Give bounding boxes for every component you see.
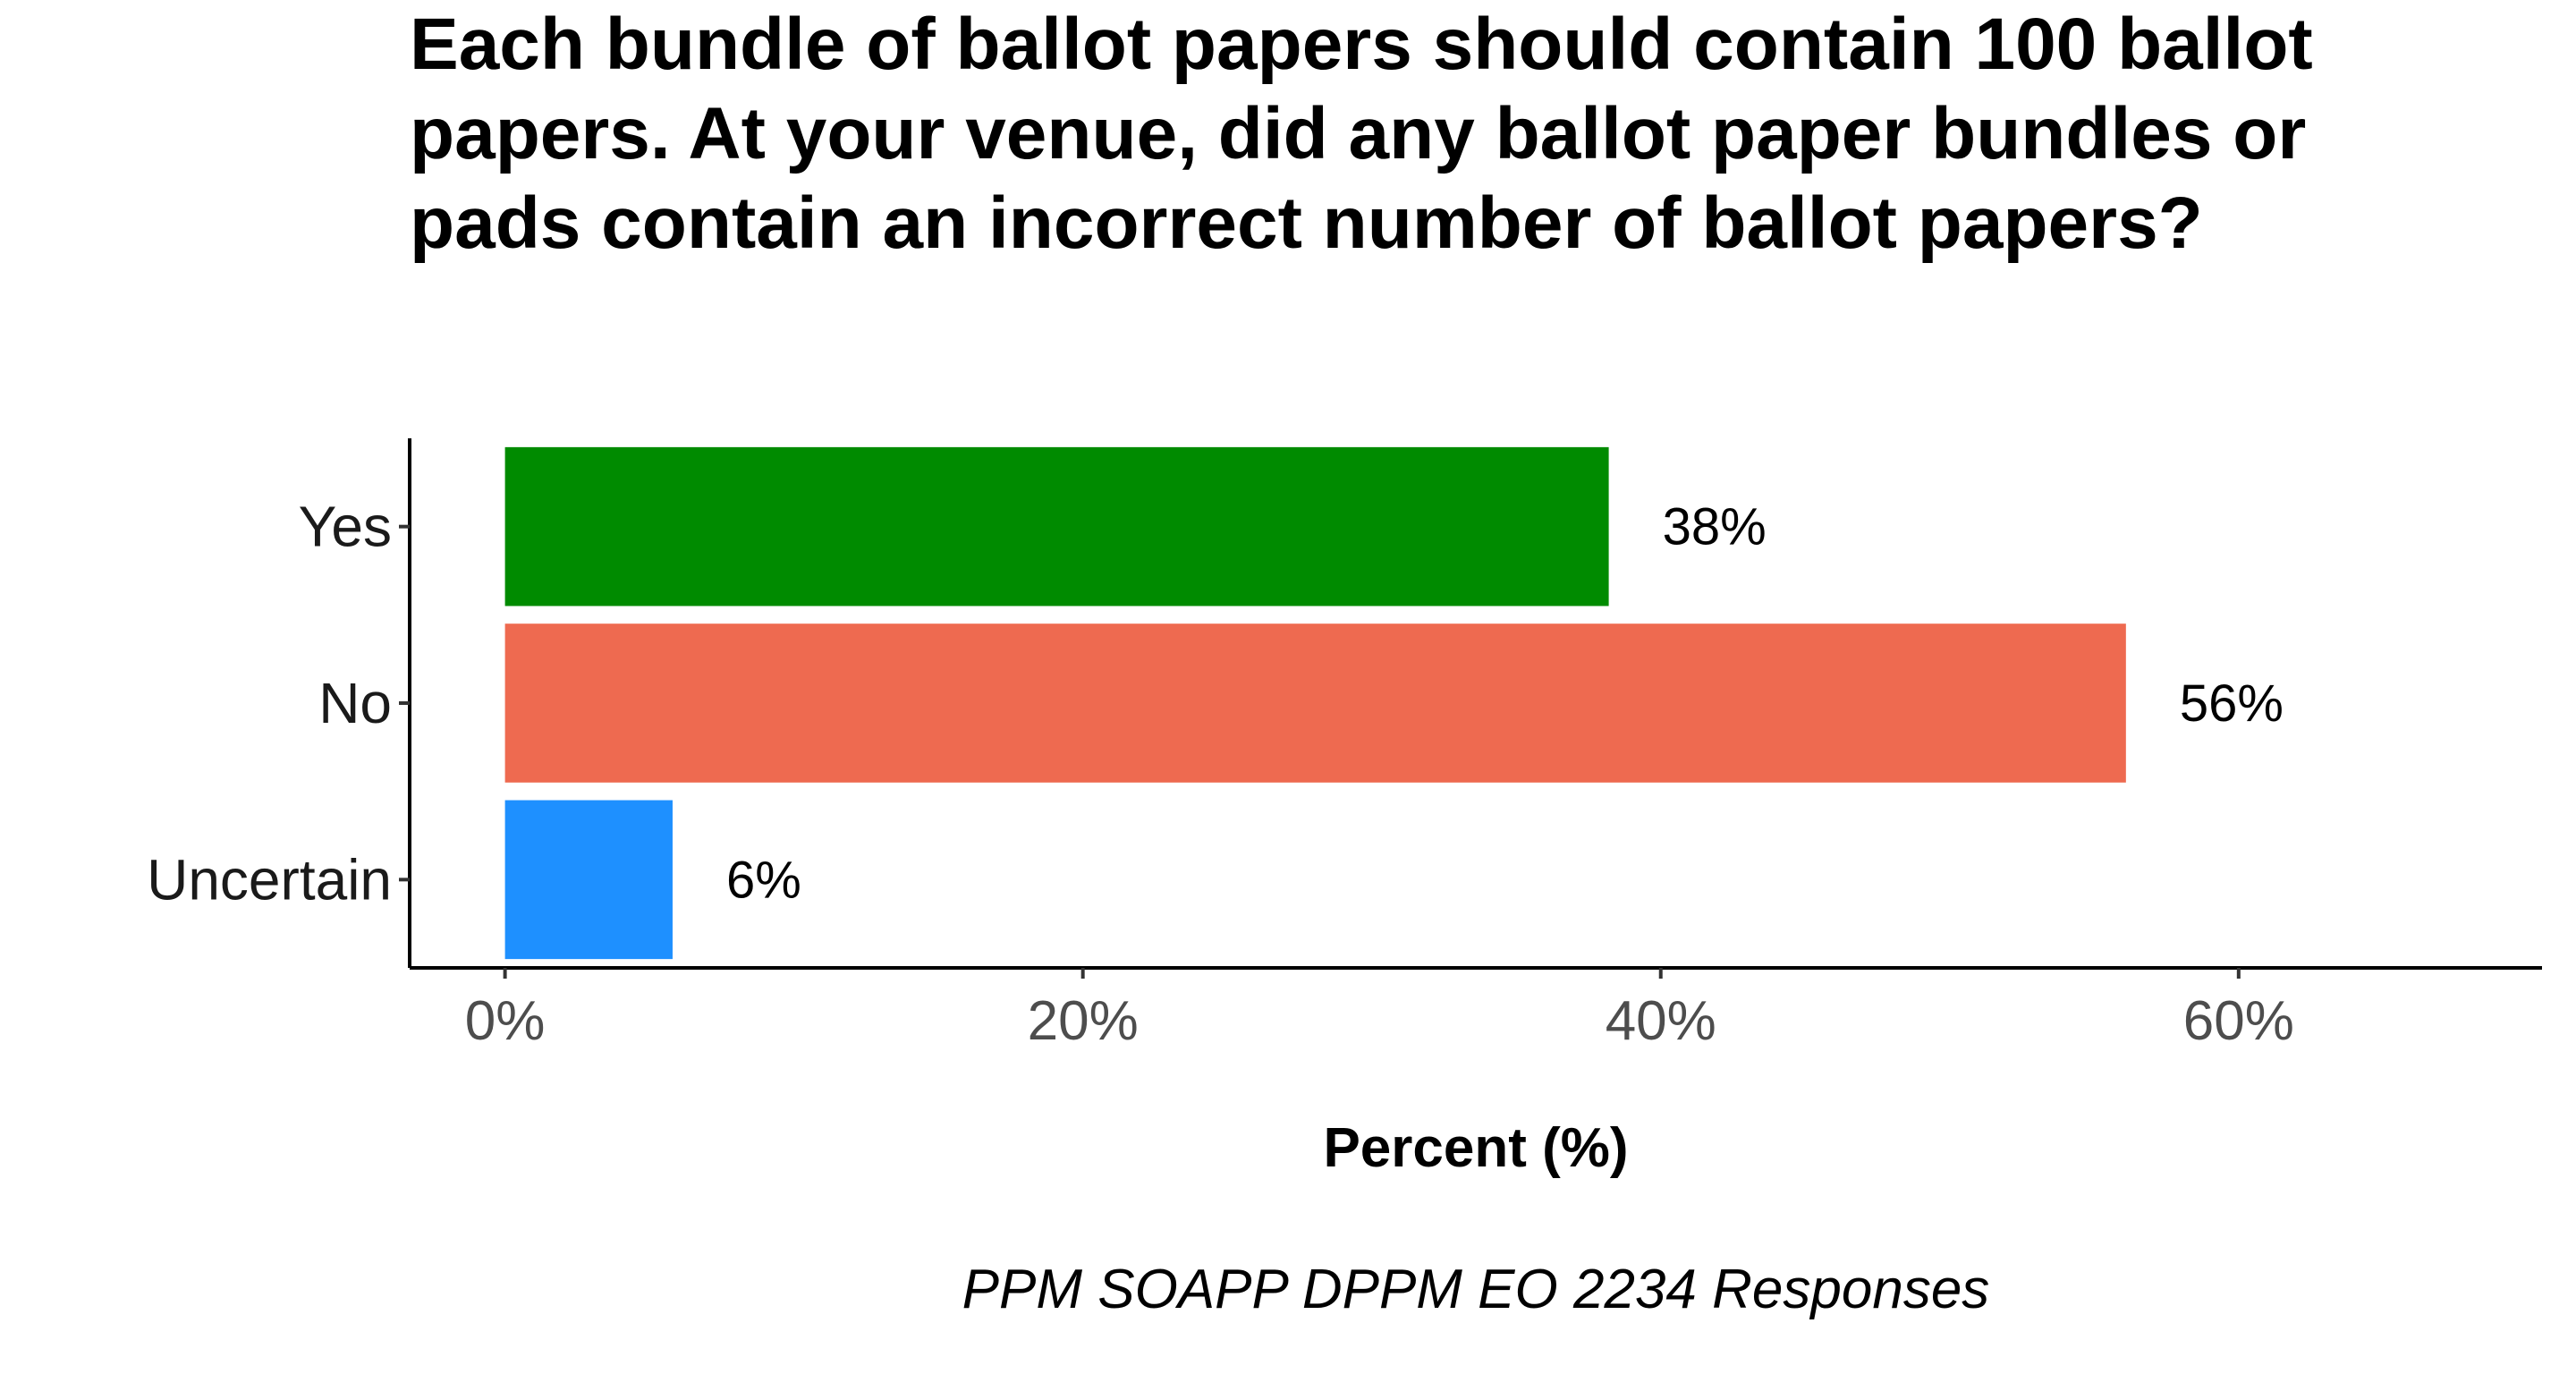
x-tick-label-40: 40% <box>1606 990 1716 1052</box>
data-label-no: 56% <box>2180 674 2284 733</box>
data-label-uncertain: 6% <box>726 851 801 909</box>
bar-no <box>504 623 2126 783</box>
y-tick-label-uncertain: Uncertain <box>147 847 392 912</box>
bar-yes <box>504 446 1609 606</box>
x-tick-label-0: 0% <box>465 990 546 1052</box>
labels-layer: 38% 56% 6% <box>726 498 2284 910</box>
data-label-yes: 38% <box>1663 498 1767 556</box>
chart-title: Each bundle of ballot papers should cont… <box>410 4 2313 264</box>
chart-caption: PPM SOAPP DPPM EO 2234 Responses <box>962 1259 1990 1320</box>
x-tick-label-20: 20% <box>1028 990 1139 1052</box>
x-axis-title: Percent (%) <box>1323 1117 1628 1179</box>
y-tick-label-yes: Yes <box>299 495 392 559</box>
y-tick-label-no: No <box>318 671 392 735</box>
axis-layer: Yes No Uncertain 0% 20% 40% 60% <box>147 495 2294 1052</box>
bar-uncertain <box>504 800 673 960</box>
bars-layer <box>504 446 2126 960</box>
x-tick-label-60: 60% <box>2183 990 2294 1052</box>
